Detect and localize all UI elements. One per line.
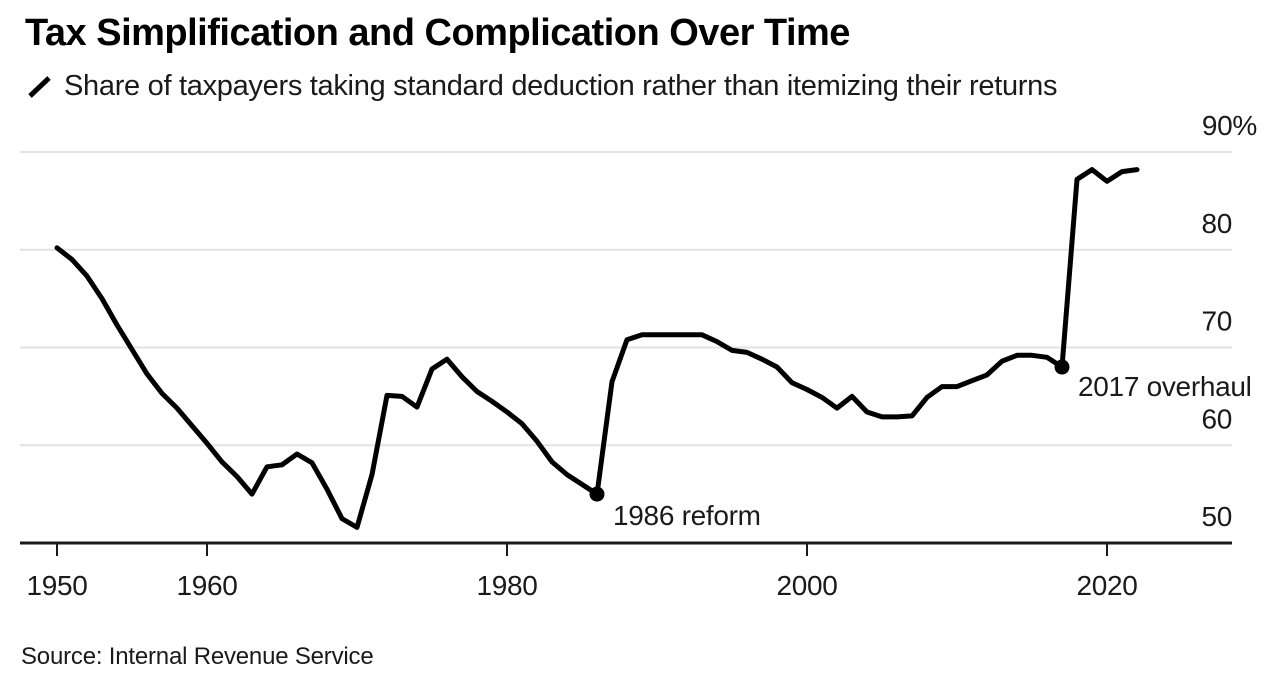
page-title: Tax Simplification and Complication Over… <box>25 12 850 54</box>
y-axis-label-60: 60 <box>1201 403 1232 434</box>
line-sample-icon <box>28 75 51 98</box>
source-note: Source: Internal Revenue Service <box>21 643 374 670</box>
annotation-dot-2017 <box>1054 359 1070 375</box>
annotation-label-1986: 1986 reform <box>613 500 761 531</box>
chart-legend: Share of taxpayers taking standard deduc… <box>27 70 1057 103</box>
y-axis-label-90: 90% <box>1202 110 1257 141</box>
annotation-dot-1986 <box>589 486 605 502</box>
x-axis-label-1960: 1960 <box>176 570 237 601</box>
y-axis-label-70: 70 <box>1201 306 1232 337</box>
x-axis-label-2000: 2000 <box>776 570 837 601</box>
y-axis-label-50: 50 <box>1201 501 1232 532</box>
x-axis-label-1950: 1950 <box>26 570 87 601</box>
annotation-label-2017: 2017 overhaul <box>1078 371 1252 402</box>
x-axis-label-2020: 2020 <box>1076 570 1137 601</box>
chart-subtitle: Share of taxpayers taking standard deduc… <box>64 70 1058 102</box>
y-axis-label-80: 80 <box>1201 208 1232 239</box>
x-axis-label-1980: 1980 <box>476 570 537 601</box>
